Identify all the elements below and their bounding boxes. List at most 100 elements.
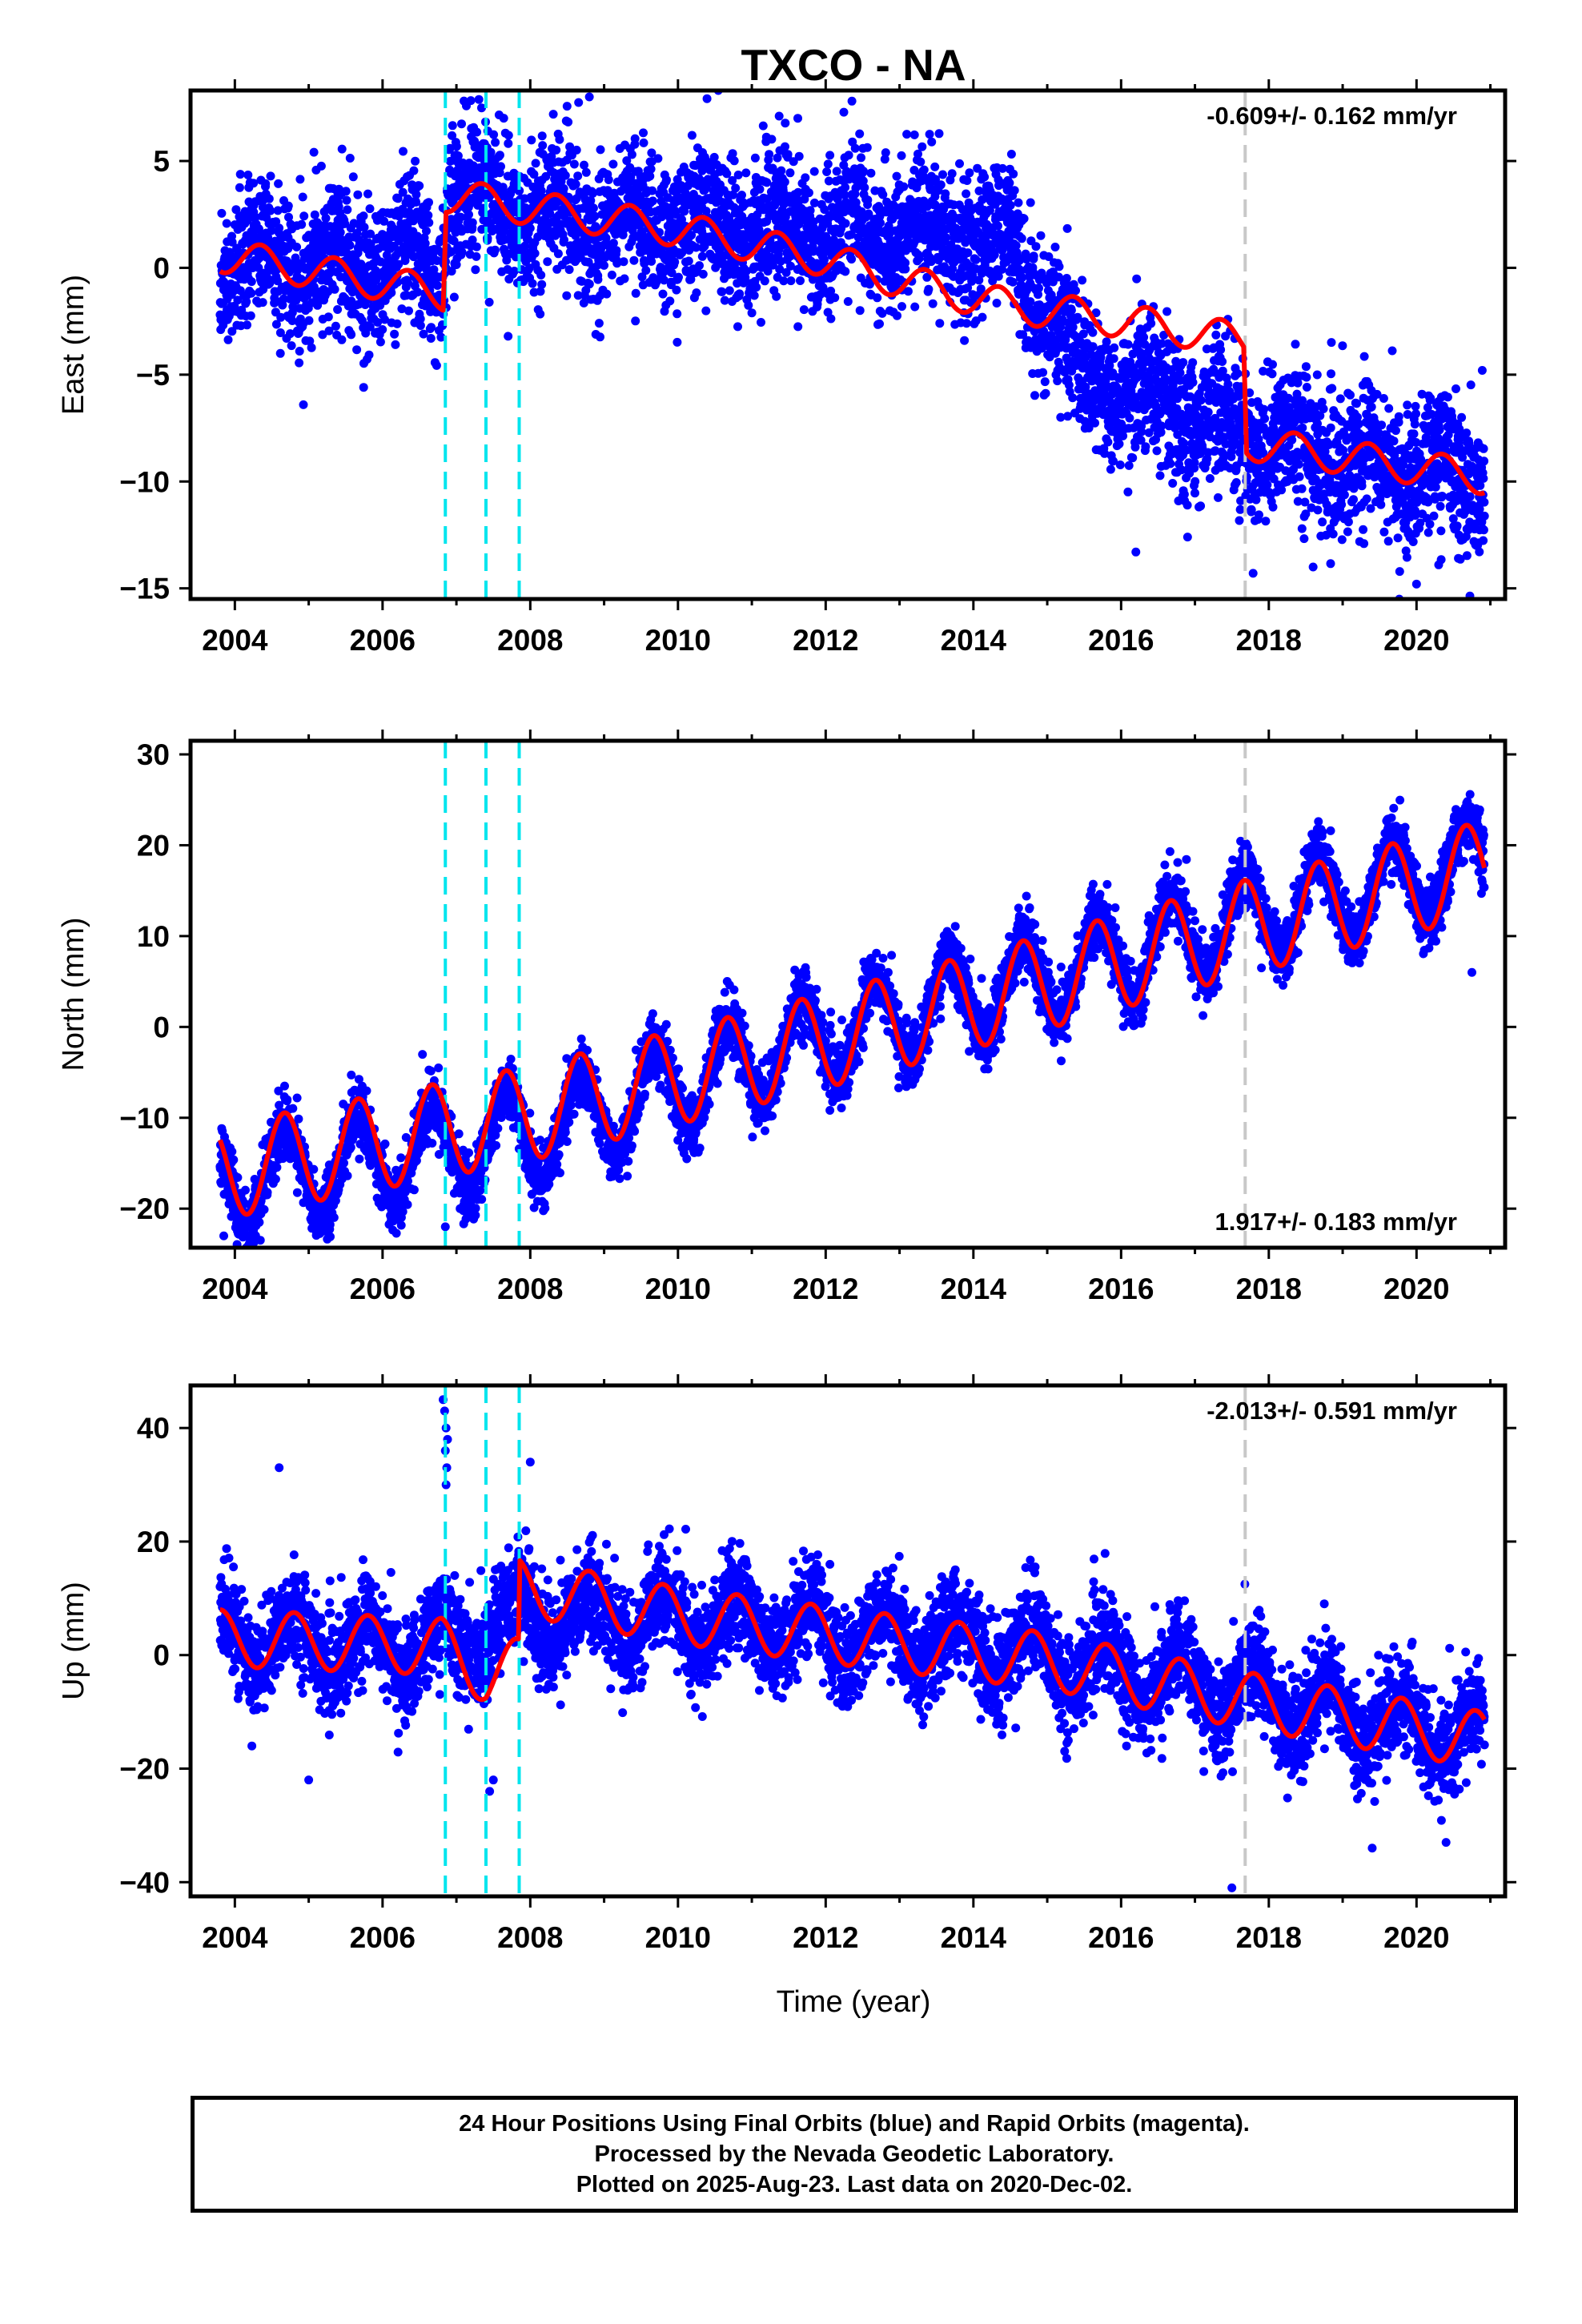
data-point	[927, 137, 937, 147]
data-point	[653, 154, 663, 163]
data-point	[1009, 169, 1018, 179]
data-point	[299, 400, 308, 409]
data-point	[692, 288, 701, 298]
data-point	[394, 259, 404, 269]
data-point	[1017, 234, 1026, 243]
data-point	[409, 166, 419, 175]
data-point	[917, 142, 927, 151]
data-point	[432, 360, 441, 370]
data-point	[1205, 474, 1215, 483]
data-point	[449, 292, 459, 302]
data-point	[1062, 274, 1071, 283]
data-point	[261, 179, 271, 188]
data-point	[593, 275, 603, 284]
data-point	[1050, 243, 1060, 251]
data-point	[537, 279, 547, 289]
data-point	[364, 350, 374, 360]
data-point	[608, 159, 618, 169]
data-point	[297, 219, 307, 229]
data-point	[426, 334, 436, 343]
data-point	[662, 175, 671, 185]
data-point	[345, 240, 355, 250]
data-point	[631, 288, 640, 298]
data-point	[412, 198, 421, 207]
data-point	[349, 219, 359, 228]
data-point	[379, 216, 389, 226]
data-point	[419, 329, 428, 339]
data-point	[565, 142, 575, 151]
data-point	[602, 289, 612, 299]
data-point	[600, 260, 608, 270]
data-point	[781, 119, 790, 128]
data-point	[295, 175, 305, 184]
data-point	[274, 179, 283, 188]
data-point	[510, 179, 520, 188]
data-point	[733, 171, 743, 179]
data-point	[1123, 487, 1133, 497]
data-point	[448, 121, 457, 131]
data-point	[1010, 186, 1019, 195]
data-point	[1026, 198, 1035, 207]
data-point	[536, 271, 546, 279]
data-point	[637, 272, 647, 282]
data-point	[760, 276, 769, 286]
data-point	[1319, 404, 1328, 413]
data-point	[752, 283, 761, 292]
data-point	[484, 297, 494, 307]
data-point	[916, 157, 926, 167]
data-point	[468, 235, 477, 245]
data-point	[1110, 343, 1119, 352]
data-point	[337, 144, 347, 154]
data-point	[801, 173, 810, 183]
data-point	[574, 98, 584, 107]
data-point	[436, 332, 446, 342]
data-point	[1339, 490, 1349, 500]
data-point	[1247, 505, 1256, 514]
data-point	[645, 171, 655, 181]
data-point	[303, 291, 312, 300]
data-point	[626, 172, 636, 182]
data-point	[295, 358, 304, 368]
data-point	[684, 256, 693, 266]
data-point	[347, 330, 356, 340]
data-point	[571, 179, 580, 189]
data-point	[335, 227, 345, 237]
data-point	[1214, 493, 1223, 502]
data-point	[687, 131, 697, 140]
data-point	[648, 186, 657, 195]
data-point	[427, 323, 436, 332]
data-point	[1123, 340, 1133, 349]
data-point	[453, 151, 463, 161]
data-point	[538, 141, 548, 151]
data-point	[850, 143, 860, 153]
data-point	[735, 289, 745, 299]
data-point	[432, 256, 442, 265]
data-point	[324, 326, 334, 336]
data-point	[1168, 479, 1178, 488]
data-point	[919, 165, 929, 175]
data-point	[404, 306, 413, 316]
data-point	[1335, 394, 1345, 404]
data-point	[424, 218, 434, 227]
data-point	[640, 259, 649, 268]
data-point	[345, 154, 355, 163]
data-point	[267, 226, 276, 235]
data-point	[299, 211, 309, 221]
data-point	[772, 292, 781, 301]
data-point	[284, 212, 293, 222]
data-point	[799, 305, 809, 315]
data-point	[411, 156, 420, 166]
data-point	[767, 135, 777, 144]
data-point	[962, 319, 971, 328]
data-point	[580, 160, 588, 170]
data-point	[366, 229, 375, 239]
data-point	[217, 208, 227, 218]
data-point	[777, 166, 786, 175]
data-point	[543, 257, 552, 267]
data-point	[1299, 534, 1309, 544]
data-point	[1327, 384, 1337, 393]
data-point	[1031, 242, 1041, 251]
data-point	[672, 285, 681, 295]
data-point	[1146, 319, 1156, 328]
data-point	[1071, 286, 1080, 296]
